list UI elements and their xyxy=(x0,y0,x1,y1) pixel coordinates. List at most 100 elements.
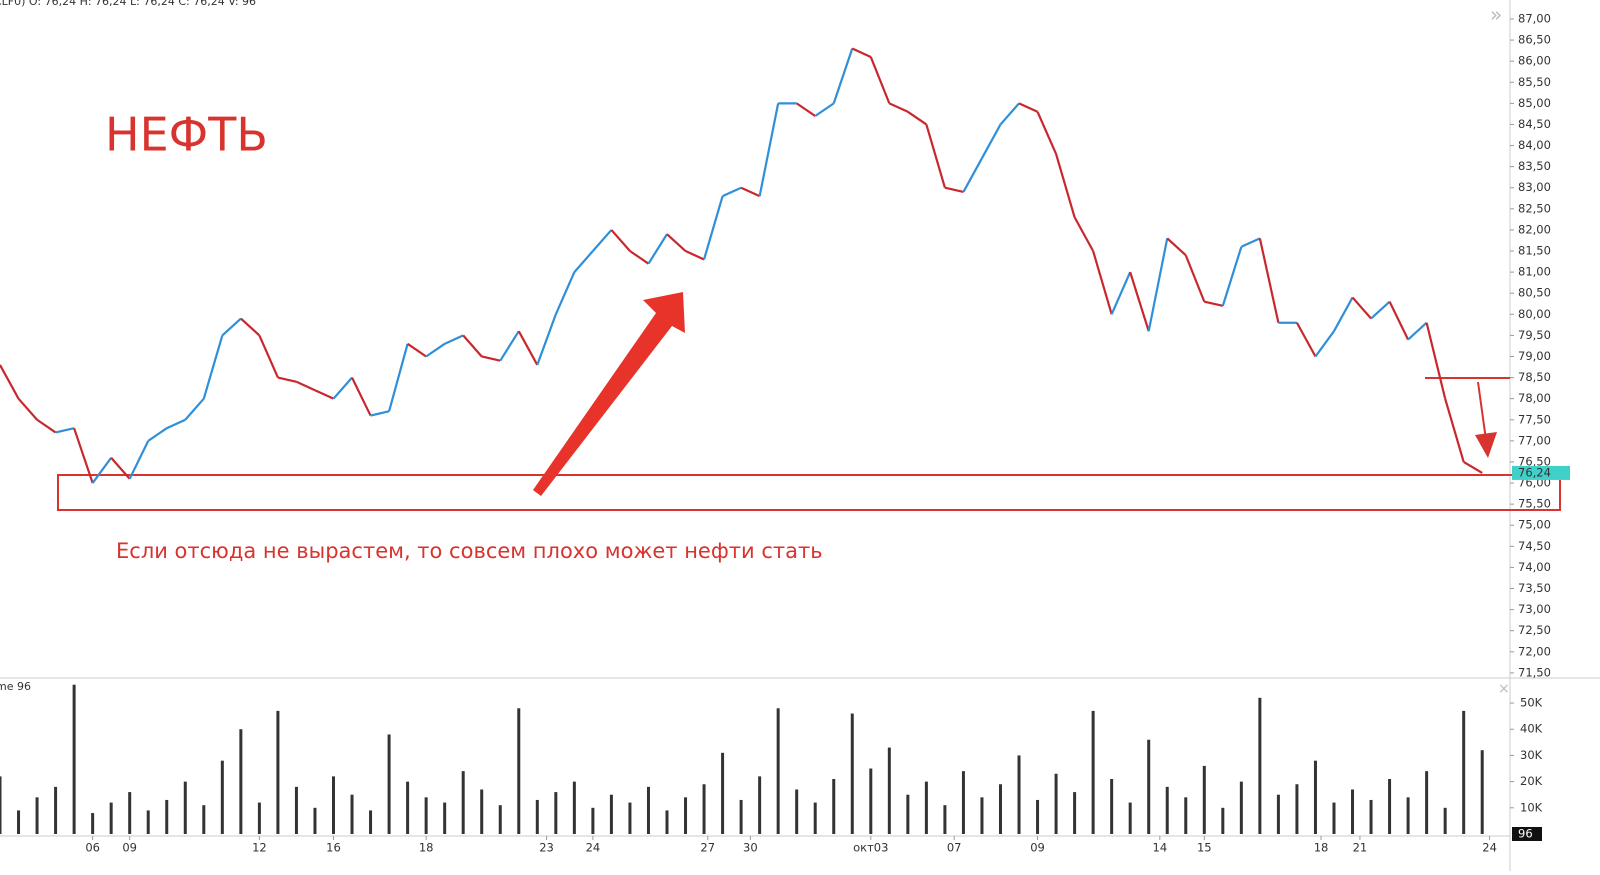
price-segment xyxy=(110,457,131,480)
price-segment xyxy=(517,330,539,366)
y-tick-label: 75,00 xyxy=(1518,518,1551,532)
price-segment xyxy=(147,427,168,442)
price-segment xyxy=(240,317,261,337)
price-segment xyxy=(592,229,613,252)
volume-bar xyxy=(35,797,39,834)
price-segment xyxy=(1314,330,1335,358)
volume-bar xyxy=(887,747,891,834)
y-tick-label: 79,50 xyxy=(1518,328,1551,342)
y-tick-label: 81,50 xyxy=(1518,244,1551,258)
y-tick-label: 73,00 xyxy=(1518,602,1551,616)
header-ohlc: CLF0) O: 76,24 H: 76,24 L: 76,24 C: 76,2… xyxy=(0,0,256,8)
y-tick-label: 73,50 xyxy=(1518,581,1551,595)
y-tick-label: 83,00 xyxy=(1518,180,1551,194)
y-tick-label: 72,50 xyxy=(1518,623,1551,637)
price-segment xyxy=(444,334,464,345)
price-segment xyxy=(722,186,742,198)
volume-bar xyxy=(498,805,502,834)
volume-bar xyxy=(220,760,224,834)
y-tick-label: 84,00 xyxy=(1518,138,1551,152)
volume-bar xyxy=(128,792,132,834)
price-segment xyxy=(388,343,409,412)
price-segment xyxy=(1147,238,1169,332)
volume-bar xyxy=(535,799,539,834)
volume-bar xyxy=(1462,710,1466,834)
volume-bar xyxy=(239,729,243,834)
volume-bar xyxy=(1054,773,1058,834)
volume-bar xyxy=(813,802,817,834)
y-tick-label: 78,50 xyxy=(1518,370,1551,384)
volume-bar xyxy=(1017,755,1021,834)
price-segment xyxy=(1463,461,1483,474)
volume-bar xyxy=(1332,802,1336,834)
y-tick-label: 82,00 xyxy=(1518,222,1551,236)
price-segment xyxy=(1370,300,1391,320)
volume-bar xyxy=(1165,786,1169,834)
volume-bar xyxy=(331,776,335,834)
price-segment xyxy=(1184,254,1206,303)
price-segment xyxy=(499,330,520,362)
down-arrow-head xyxy=(1475,432,1497,458)
price-segment xyxy=(536,313,557,366)
x-tick-label: 12 xyxy=(252,841,267,855)
volume-bar xyxy=(369,810,373,834)
volume-bar xyxy=(980,797,984,834)
y-tick-label: 83,50 xyxy=(1518,159,1551,173)
price-segment xyxy=(1407,321,1428,341)
volume-bar xyxy=(702,784,706,834)
close-icon[interactable]: × xyxy=(1498,681,1510,697)
price-segment xyxy=(277,376,297,383)
volume-bar xyxy=(1369,799,1373,834)
volume-bar xyxy=(350,794,354,834)
volume-bar xyxy=(406,781,410,834)
volume-bar xyxy=(1147,739,1151,834)
support-zone xyxy=(57,474,1561,511)
volume-bar xyxy=(257,802,261,834)
x-tick-label: 18 xyxy=(419,841,434,855)
volume-bar xyxy=(739,799,743,834)
volume-bar xyxy=(758,776,762,834)
price-label: 76,24 xyxy=(1518,465,1551,479)
volume-bar xyxy=(591,807,595,834)
volume-bar xyxy=(609,794,613,834)
volume-bar xyxy=(554,792,558,834)
y-tick-label: 86,00 xyxy=(1518,54,1551,68)
y-tick-label: 40K xyxy=(1520,722,1543,736)
price-segment xyxy=(1073,216,1095,252)
volume-bar xyxy=(1202,765,1206,834)
volume-label-bg xyxy=(1512,827,1542,841)
price-segment xyxy=(944,186,964,194)
price-segment xyxy=(202,335,224,399)
price-segment xyxy=(888,102,909,113)
y-tick-label: 85,00 xyxy=(1518,96,1551,110)
collapse-icon[interactable]: » xyxy=(1490,3,1502,27)
price-segment xyxy=(796,102,816,117)
price-segment xyxy=(184,397,205,421)
price-segment xyxy=(332,376,353,400)
volume-bar xyxy=(1388,779,1392,834)
price-segment xyxy=(1166,237,1187,257)
price-segment xyxy=(1333,296,1354,332)
y-tick-label: 77,50 xyxy=(1518,412,1551,426)
x-tick-label: 30 xyxy=(743,841,758,855)
volume-bar xyxy=(1443,807,1447,834)
y-tick-label: 86,50 xyxy=(1518,33,1551,47)
y-tick-label: 74,50 xyxy=(1518,539,1551,553)
y-tick-label: 80,50 xyxy=(1518,286,1551,300)
volume-bar xyxy=(1073,792,1077,834)
volume-bar xyxy=(684,797,688,834)
volume-bar xyxy=(517,708,521,834)
x-tick-label: 27 xyxy=(700,841,715,855)
price-segment xyxy=(832,48,854,104)
price-segment xyxy=(610,229,631,252)
volume-bar xyxy=(1313,760,1317,834)
price-segment xyxy=(36,418,57,434)
volume-bar xyxy=(17,810,21,834)
price-segment xyxy=(980,123,1002,159)
volume-bar xyxy=(628,802,632,834)
price-segment xyxy=(814,102,835,117)
price-segment xyxy=(740,186,761,198)
price-segment xyxy=(91,457,113,484)
price-segment xyxy=(666,233,687,252)
